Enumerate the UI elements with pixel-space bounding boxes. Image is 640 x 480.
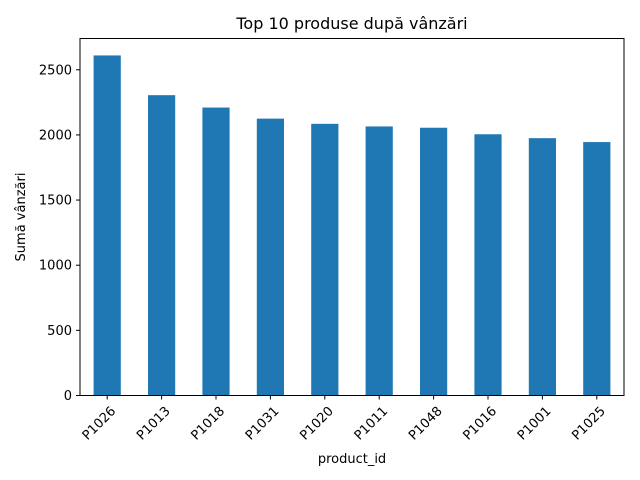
bar-P1026 — [93, 55, 121, 396]
y-tick-label: 1500 — [39, 194, 72, 209]
x-axis-label: product_id — [318, 452, 386, 467]
bar-P1011 — [365, 126, 393, 396]
bar-P1048 — [420, 127, 448, 396]
chart-title: Top 10 produse după vânzări — [235, 14, 467, 33]
bar-P1016 — [474, 134, 502, 396]
plot-frame — [79, 38, 625, 396]
bar-P1031 — [256, 118, 284, 396]
y-tick-label: 2000 — [39, 128, 72, 143]
y-tick-label: 0 — [64, 389, 72, 404]
y-axis-label: Sumă vânzări — [14, 173, 29, 262]
bar-P1018 — [202, 107, 230, 396]
bar-P1020 — [311, 123, 339, 396]
y-tick-label: 2500 — [39, 63, 72, 78]
bar-P1025 — [583, 142, 611, 396]
y-tick-label: 500 — [47, 324, 72, 339]
y-axis-ticks: 0 500 1000 1500 2000 2500 — [39, 63, 80, 404]
bar-P1013 — [148, 95, 176, 396]
bar-P1001 — [528, 138, 556, 396]
y-tick-label: 1000 — [39, 259, 72, 274]
bars-group — [93, 55, 611, 396]
